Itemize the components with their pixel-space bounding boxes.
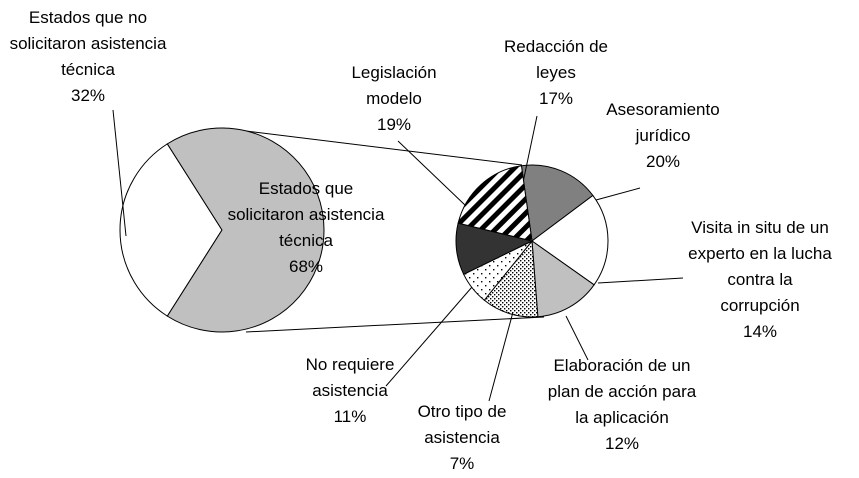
connector-line: [221, 127, 523, 166]
slice-percent: 12%: [604, 434, 640, 453]
slice-percent: 17%: [538, 89, 574, 108]
pie-slice: [531, 239, 595, 318]
slice-name: Otro tipo de asistencia: [417, 402, 507, 447]
slice-label: Asesoramiento jurídico 20%: [598, 97, 728, 175]
slice-name: Legislación modelo: [351, 63, 437, 108]
pie-slice: [457, 165, 533, 242]
slice-label: Redacción de leyes 17%: [496, 34, 616, 112]
leader-line: [488, 311, 514, 402]
slice-name: Estados que solicitaron asistencia técni…: [227, 179, 385, 250]
slice-name: Asesoramiento jurídico: [606, 100, 720, 145]
slice-percent: 68%: [288, 257, 324, 276]
slice-name: No requiere asistencia: [305, 355, 395, 400]
slice-percent: 7%: [449, 454, 475, 473]
leader-line: [565, 315, 589, 361]
pie-slice: [166, 127, 325, 333]
slice-percent: 14%: [742, 322, 778, 341]
slice-name: Elaboración de un plan de acción para la…: [547, 356, 697, 427]
slice-label: Visita in situ de un experto en la lucha…: [686, 215, 834, 345]
leader-line: [385, 286, 473, 387]
slice-label: Legislación modelo 19%: [339, 60, 449, 138]
pie-slice: [520, 164, 594, 242]
slice-percent: 32%: [70, 86, 106, 105]
leader-line: [112, 109, 127, 237]
slice-label: Otro tipo de asistencia 7%: [407, 399, 517, 477]
pie-slice: [119, 143, 223, 317]
slice-label: Elaboración de un plan de acción para la…: [542, 353, 702, 457]
slice-percent: 19%: [376, 115, 412, 134]
connector-line: [245, 316, 545, 333]
slice-label: Estados que no solicitaron asistencia té…: [8, 5, 168, 109]
leader-line: [595, 187, 641, 201]
slice-name: Redacción de leyes: [504, 37, 608, 82]
slice-label: No requiere asistencia 11%: [298, 352, 403, 430]
slice-percent: 11%: [333, 407, 367, 426]
pie-slice: [531, 194, 609, 286]
slice-name: Visita in situ de un experto en la lucha…: [688, 218, 832, 315]
slice-percent: 20%: [645, 152, 681, 171]
slice-name: Estados que no solicitaron asistencia té…: [9, 8, 167, 79]
leader-line: [397, 140, 467, 207]
slice-label: Estados que solicitaron asistencia técni…: [226, 176, 386, 280]
leader-line: [597, 277, 684, 284]
